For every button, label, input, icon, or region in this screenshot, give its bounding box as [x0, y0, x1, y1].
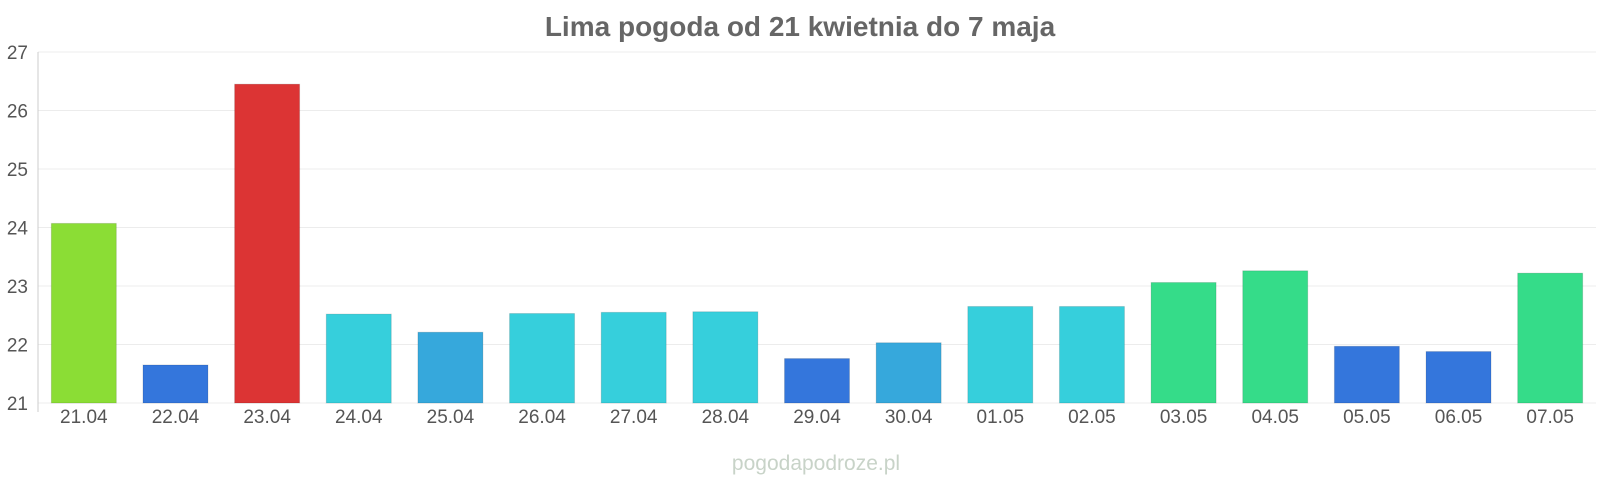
bar-27.04	[600, 311, 667, 404]
bar-01.05	[967, 305, 1034, 404]
chart-title: Lima pogoda od 21 kwietnia do 7 maja	[545, 11, 1056, 42]
x-tick-label: 21.04	[60, 407, 108, 428]
x-tick-label: 23.04	[243, 407, 291, 428]
bar-23.04	[234, 83, 301, 404]
x-tick-label: 01.05	[977, 407, 1025, 428]
bar-30.04	[875, 342, 942, 404]
y-tick-label: 22	[7, 336, 28, 357]
bar-29.04	[784, 358, 850, 404]
x-tick-label: 29.04	[793, 407, 841, 428]
bar-26.04	[509, 312, 576, 404]
y-tick-label: 23	[7, 277, 28, 298]
y-tick-label: 27	[7, 43, 28, 64]
x-tick-label: 26.04	[518, 407, 566, 428]
x-tick-label: 07.05	[1526, 407, 1574, 428]
y-tick-label: 26	[7, 102, 28, 123]
x-tick-label: 25.04	[427, 407, 475, 428]
x-tick-label: 22.04	[152, 407, 200, 428]
watermark: pogodapodroze.pl	[732, 452, 900, 475]
bar-05.05	[1333, 345, 1400, 404]
x-tick-label: 03.05	[1160, 407, 1208, 428]
bar-25.04	[417, 331, 484, 404]
bars	[50, 83, 1584, 404]
bar-22.04	[142, 364, 209, 404]
x-tick-label: 06.05	[1435, 407, 1483, 428]
bar-04.05	[1242, 270, 1309, 404]
bar-21.04	[50, 222, 117, 404]
bar-24.04	[325, 313, 392, 404]
x-tick-label: 04.05	[1251, 407, 1299, 428]
y-tick-label: 21	[7, 394, 28, 415]
x-tick-label: 30.04	[885, 407, 933, 428]
bar-06.05	[1425, 351, 1492, 404]
x-tick-label: 28.04	[702, 407, 750, 428]
bar-07.05	[1517, 272, 1584, 404]
bar-02.05	[1058, 305, 1125, 404]
x-tick-label: 05.05	[1343, 407, 1391, 428]
y-tick-label: 24	[7, 219, 29, 240]
y-tick-label: 25	[7, 160, 28, 181]
y-axis-ticks: 21 22 23 24 25 26 27	[7, 43, 29, 415]
bar-03.05	[1150, 281, 1217, 404]
x-tick-label: 27.04	[610, 407, 658, 428]
x-tick-label: 02.05	[1068, 407, 1116, 428]
x-axis-ticks: 21.04 22.04 23.04 24.04 25.04 26.04 27.04 28.04…	[60, 407, 1574, 428]
x-tick-label: 24.04	[335, 407, 383, 428]
bar-28.04	[692, 311, 759, 404]
